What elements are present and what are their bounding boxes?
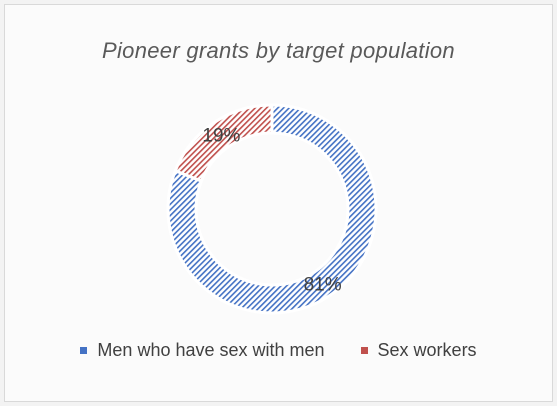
- legend-label-1: Sex workers: [377, 339, 477, 360]
- legend-swatch-0: [80, 346, 88, 354]
- legend-label-0: Men who have sex with men: [97, 339, 325, 360]
- donut-slice-men-who-have-sex-with-men: [166, 103, 378, 315]
- donut-slice-sex-workers: [173, 103, 274, 183]
- data-label-1: 19%: [202, 126, 240, 147]
- legend-item-0: Men who have sex with men: [80, 339, 325, 361]
- chart-frame: [4, 4, 553, 402]
- legend-item-1: Sex workers: [360, 339, 477, 361]
- data-label-0: 81%: [304, 274, 342, 295]
- chart-legend: Men who have sex with men Sex workers: [0, 336, 557, 364]
- chart-title: Pioneer grants by target population: [102, 38, 455, 63]
- legend-swatch-1: [360, 346, 368, 354]
